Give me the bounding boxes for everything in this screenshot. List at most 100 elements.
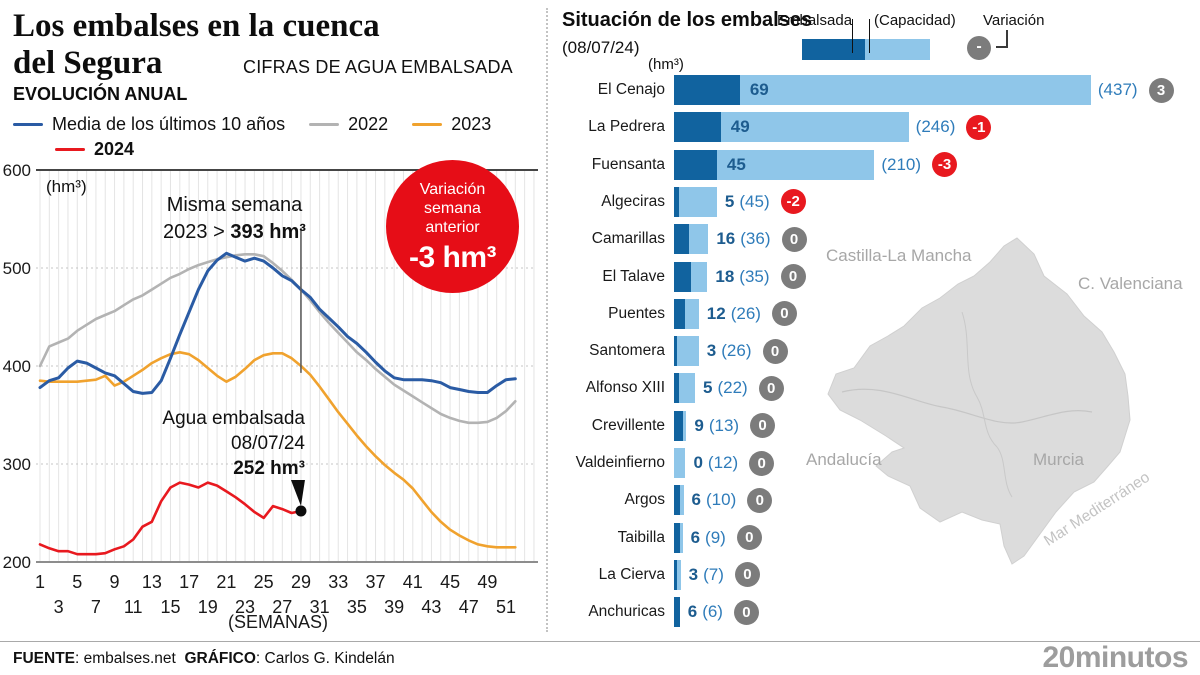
right-panel-title: Situación de los embalses xyxy=(562,9,813,31)
series-line-2024 xyxy=(38,481,303,556)
badge-line2: semana xyxy=(424,199,481,217)
bar-value-group: 12 (26) 0 xyxy=(707,299,797,329)
capacity-label: (26) xyxy=(721,341,752,361)
capacity-label: (6) xyxy=(702,602,723,622)
badge-line3: anterior xyxy=(425,218,480,236)
annotation-current-line1: Agua embalsada xyxy=(162,408,305,429)
annotation-same-week-line2: 2023 > 393 hm³ xyxy=(142,219,327,246)
weekly-variation-badge: Variación semana anterior -3 hm³ xyxy=(386,160,519,293)
reservoir-label: Santomera xyxy=(589,342,665,360)
y-tick-label: 500 xyxy=(3,259,31,278)
source-label: FUENTE xyxy=(13,650,75,667)
reservoir-row-la-cierva: La Cierva 3 (7) 0 xyxy=(560,559,1200,590)
value-bar xyxy=(674,298,686,329)
value-label: 16 xyxy=(716,229,736,249)
bar-value-group: 5 (45) -2 xyxy=(725,187,806,217)
x-tick-label: 29 xyxy=(291,572,311,592)
line-chart-legend-row2: 2024 xyxy=(55,139,134,160)
x-tick-label: 39 xyxy=(384,597,404,617)
reservoir-row-puentes: Puentes 12 (26) 0 xyxy=(560,298,1200,329)
map-label-murcia: Murcia xyxy=(1033,450,1085,469)
x-axis-label: (SEMANAS) xyxy=(228,612,328,632)
map-label-castilla: Castilla-La Mancha xyxy=(826,246,972,265)
x-tick-label: 33 xyxy=(328,572,348,592)
reservoir-row-anchuricas: Anchuricas 6 (6) 0 xyxy=(560,597,1200,628)
legend-item-2024: 2024 xyxy=(55,139,134,160)
variation-badge: -1 xyxy=(966,114,992,140)
capacity-label: (26) xyxy=(730,303,761,323)
capacity-label: (13) xyxy=(708,415,740,435)
variation-badge: 0 xyxy=(758,375,784,401)
river-line-2 xyxy=(961,311,1013,498)
reservoir-row-el-cenajo: El Cenajo 69 (437) 3 xyxy=(560,75,1200,105)
value-label: 69 xyxy=(749,80,769,99)
value-bar xyxy=(674,559,677,590)
bar-value-group: 6 (9) 0 xyxy=(691,523,762,553)
reservoir-label: El Cenajo xyxy=(597,81,665,98)
capacity-label: (12) xyxy=(707,453,739,472)
reservoir-label: Algeciras xyxy=(601,192,665,210)
badge-line1: Variación xyxy=(419,181,486,198)
x-tick-label: 5 xyxy=(72,572,82,592)
page-title-line2: del Segura xyxy=(13,44,163,81)
capacity-bar xyxy=(674,186,717,217)
x-tick-label: 43 xyxy=(421,597,441,617)
x-tick-label: 47 xyxy=(459,597,479,617)
x-tick-label: 45 xyxy=(440,572,460,592)
variation-badge: 3 xyxy=(1148,77,1174,103)
capacity-label: (10) xyxy=(706,490,737,510)
variation-badge: 0 xyxy=(747,487,773,513)
legend-item-2022: 2022 xyxy=(309,114,388,135)
bar-value-group: (437) 3 xyxy=(1098,75,1174,105)
map-label-valenciana: C. Valenciana xyxy=(1078,274,1183,293)
line-chart-legend-row1: Media de los últimos 10 años 2022 2023 xyxy=(13,114,491,135)
value-label: 5 xyxy=(702,378,713,398)
x-tick-label: 37 xyxy=(366,572,386,592)
bar-value-group: 9 (13) 0 xyxy=(694,411,776,441)
legend-swatch xyxy=(309,122,340,127)
legend-embalsada-label: Embalsada xyxy=(777,12,853,29)
x-tick-label: 25 xyxy=(254,572,274,592)
annotation-same-week: Misma semana 2023 > 393 hm³ xyxy=(142,192,327,246)
current-point-dot xyxy=(295,505,307,517)
reservoir-label: Crevillente xyxy=(591,416,665,434)
legend-variacion-connector xyxy=(996,30,1008,48)
value-label: 18 xyxy=(715,266,735,286)
variation-badge: 0 xyxy=(733,599,759,625)
y-axis-unit: (hm³) xyxy=(46,177,87,196)
right-panel-unit: (hm³) xyxy=(648,56,684,73)
x-tick-label: 3 xyxy=(54,597,64,617)
x-tick-label: 19 xyxy=(198,597,218,617)
value-label: 45 xyxy=(726,154,746,174)
reservoir-label: La Pedrera xyxy=(588,118,665,136)
capacity-bar xyxy=(674,336,699,367)
legend-capacidad-label: (Capacidad) xyxy=(874,12,956,29)
capacity-label: (7) xyxy=(703,564,724,584)
reservoir-label: Puentes xyxy=(608,304,665,322)
value-bar xyxy=(674,75,740,105)
capacity-label: (35) xyxy=(739,266,770,286)
river-line-1 xyxy=(841,388,1093,424)
reservoir-row-santomera: Santomera 3 (26) 0 xyxy=(560,336,1200,367)
x-tick-label: 35 xyxy=(347,597,367,617)
reservoir-label: Alfonso XIII xyxy=(585,379,665,397)
capacity-label: (45) xyxy=(739,191,770,211)
legend-item-media-de-los-últimos-10-años: Media de los últimos 10 años xyxy=(13,114,285,135)
map-label-andalucia: Andalucía xyxy=(806,450,882,469)
value-label: 6 xyxy=(691,490,701,510)
legend-item-2023: 2023 xyxy=(412,114,491,135)
annotation-same-week-value: 393 hm³ xyxy=(230,221,306,243)
badge-value: -3 hm³ xyxy=(409,240,497,274)
capacity-label: (22) xyxy=(717,378,748,398)
capacity-label: (437) xyxy=(1097,80,1138,99)
page-title: Los embalses en la cuenca del Segura xyxy=(13,8,483,82)
reservoir-label: Argos xyxy=(624,491,666,509)
variation-badge: 0 xyxy=(750,413,776,439)
bar-value-group: 3 (26) 0 xyxy=(707,336,788,366)
reservoir-row-la-pedrera: La Pedrera 49 (246) -1 xyxy=(560,112,1200,143)
x-tick-label: 51 xyxy=(496,597,516,617)
value-label: 0 xyxy=(693,453,703,472)
capacity-label: (246) xyxy=(915,117,956,137)
legend-swatch xyxy=(13,122,43,127)
x-tick-label: 21 xyxy=(216,572,236,592)
